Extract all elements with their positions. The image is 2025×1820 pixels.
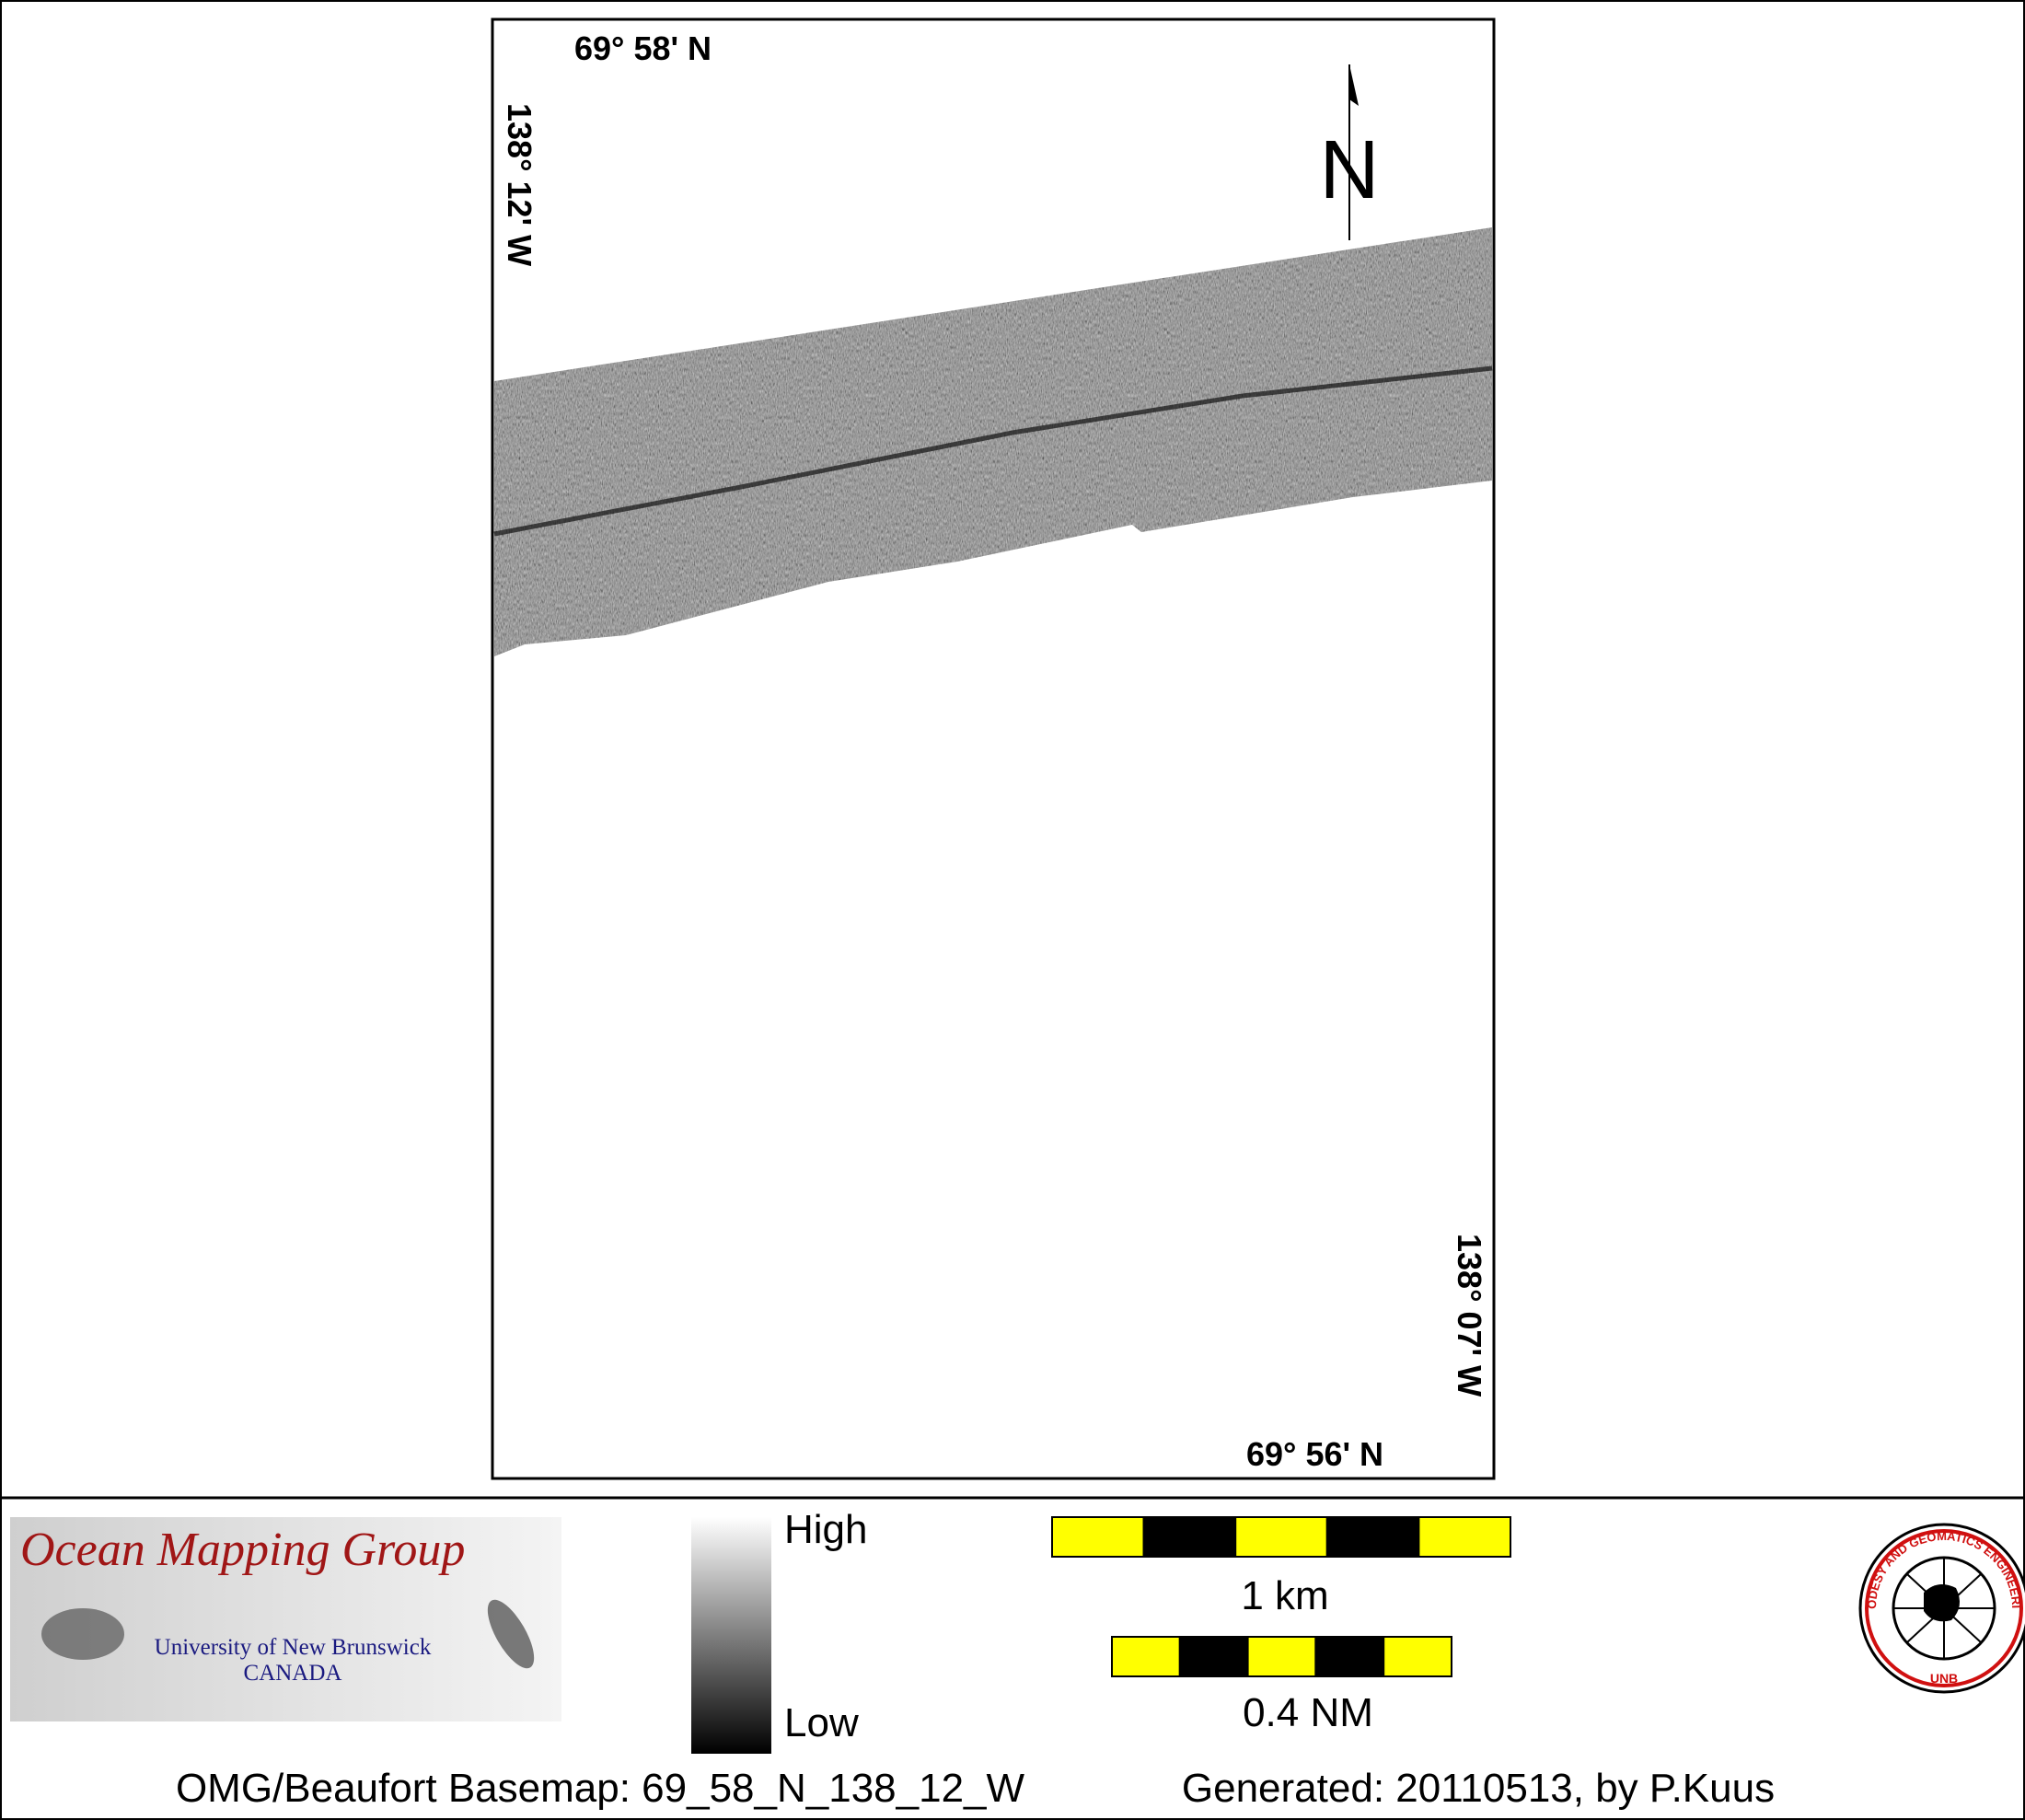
emblem-unb: UNB (1930, 1671, 1958, 1686)
north-arrow-head (1349, 64, 1359, 106)
nadir-line (493, 365, 1493, 537)
map-frame (491, 17, 1496, 1480)
scale-bar-nm (1111, 1636, 1452, 1677)
colorbar (691, 1517, 771, 1754)
emblem-land (1924, 1584, 1960, 1622)
logo-title: Ocean Mapping Group (20, 1524, 465, 1576)
emblem-ring (1865, 1529, 2023, 1687)
logo-graphic (41, 1608, 124, 1660)
top-latitude: 69° 58' N (574, 29, 712, 67)
scale-bar-km (1051, 1516, 1512, 1558)
left-longitude: 138° 12' W (501, 103, 538, 266)
backscatter-swath (494, 227, 1492, 656)
right-longitude: 138° 07' W (1451, 1234, 1488, 1397)
colorbar-low: Low (784, 1700, 859, 1745)
bottom-latitude: 69° 56' N (1246, 1435, 1383, 1473)
footer-generated: Generated: 20110513, by P.Kuus (1182, 1766, 1775, 1811)
footer-basemap: OMG/Beaufort Basemap: 69_58_N_138_12_W (176, 1766, 1025, 1811)
logo-university: University of New Brunswick (155, 1635, 432, 1660)
logo-graphic (487, 1599, 535, 1669)
colorbar-high: High (784, 1507, 868, 1552)
scale-label-km: 1 km (1241, 1573, 1328, 1618)
scale-label-nm: 0.4 NM (1243, 1690, 1373, 1735)
north-letter: N (1320, 124, 1380, 216)
logo-country: CANADA (244, 1661, 342, 1686)
